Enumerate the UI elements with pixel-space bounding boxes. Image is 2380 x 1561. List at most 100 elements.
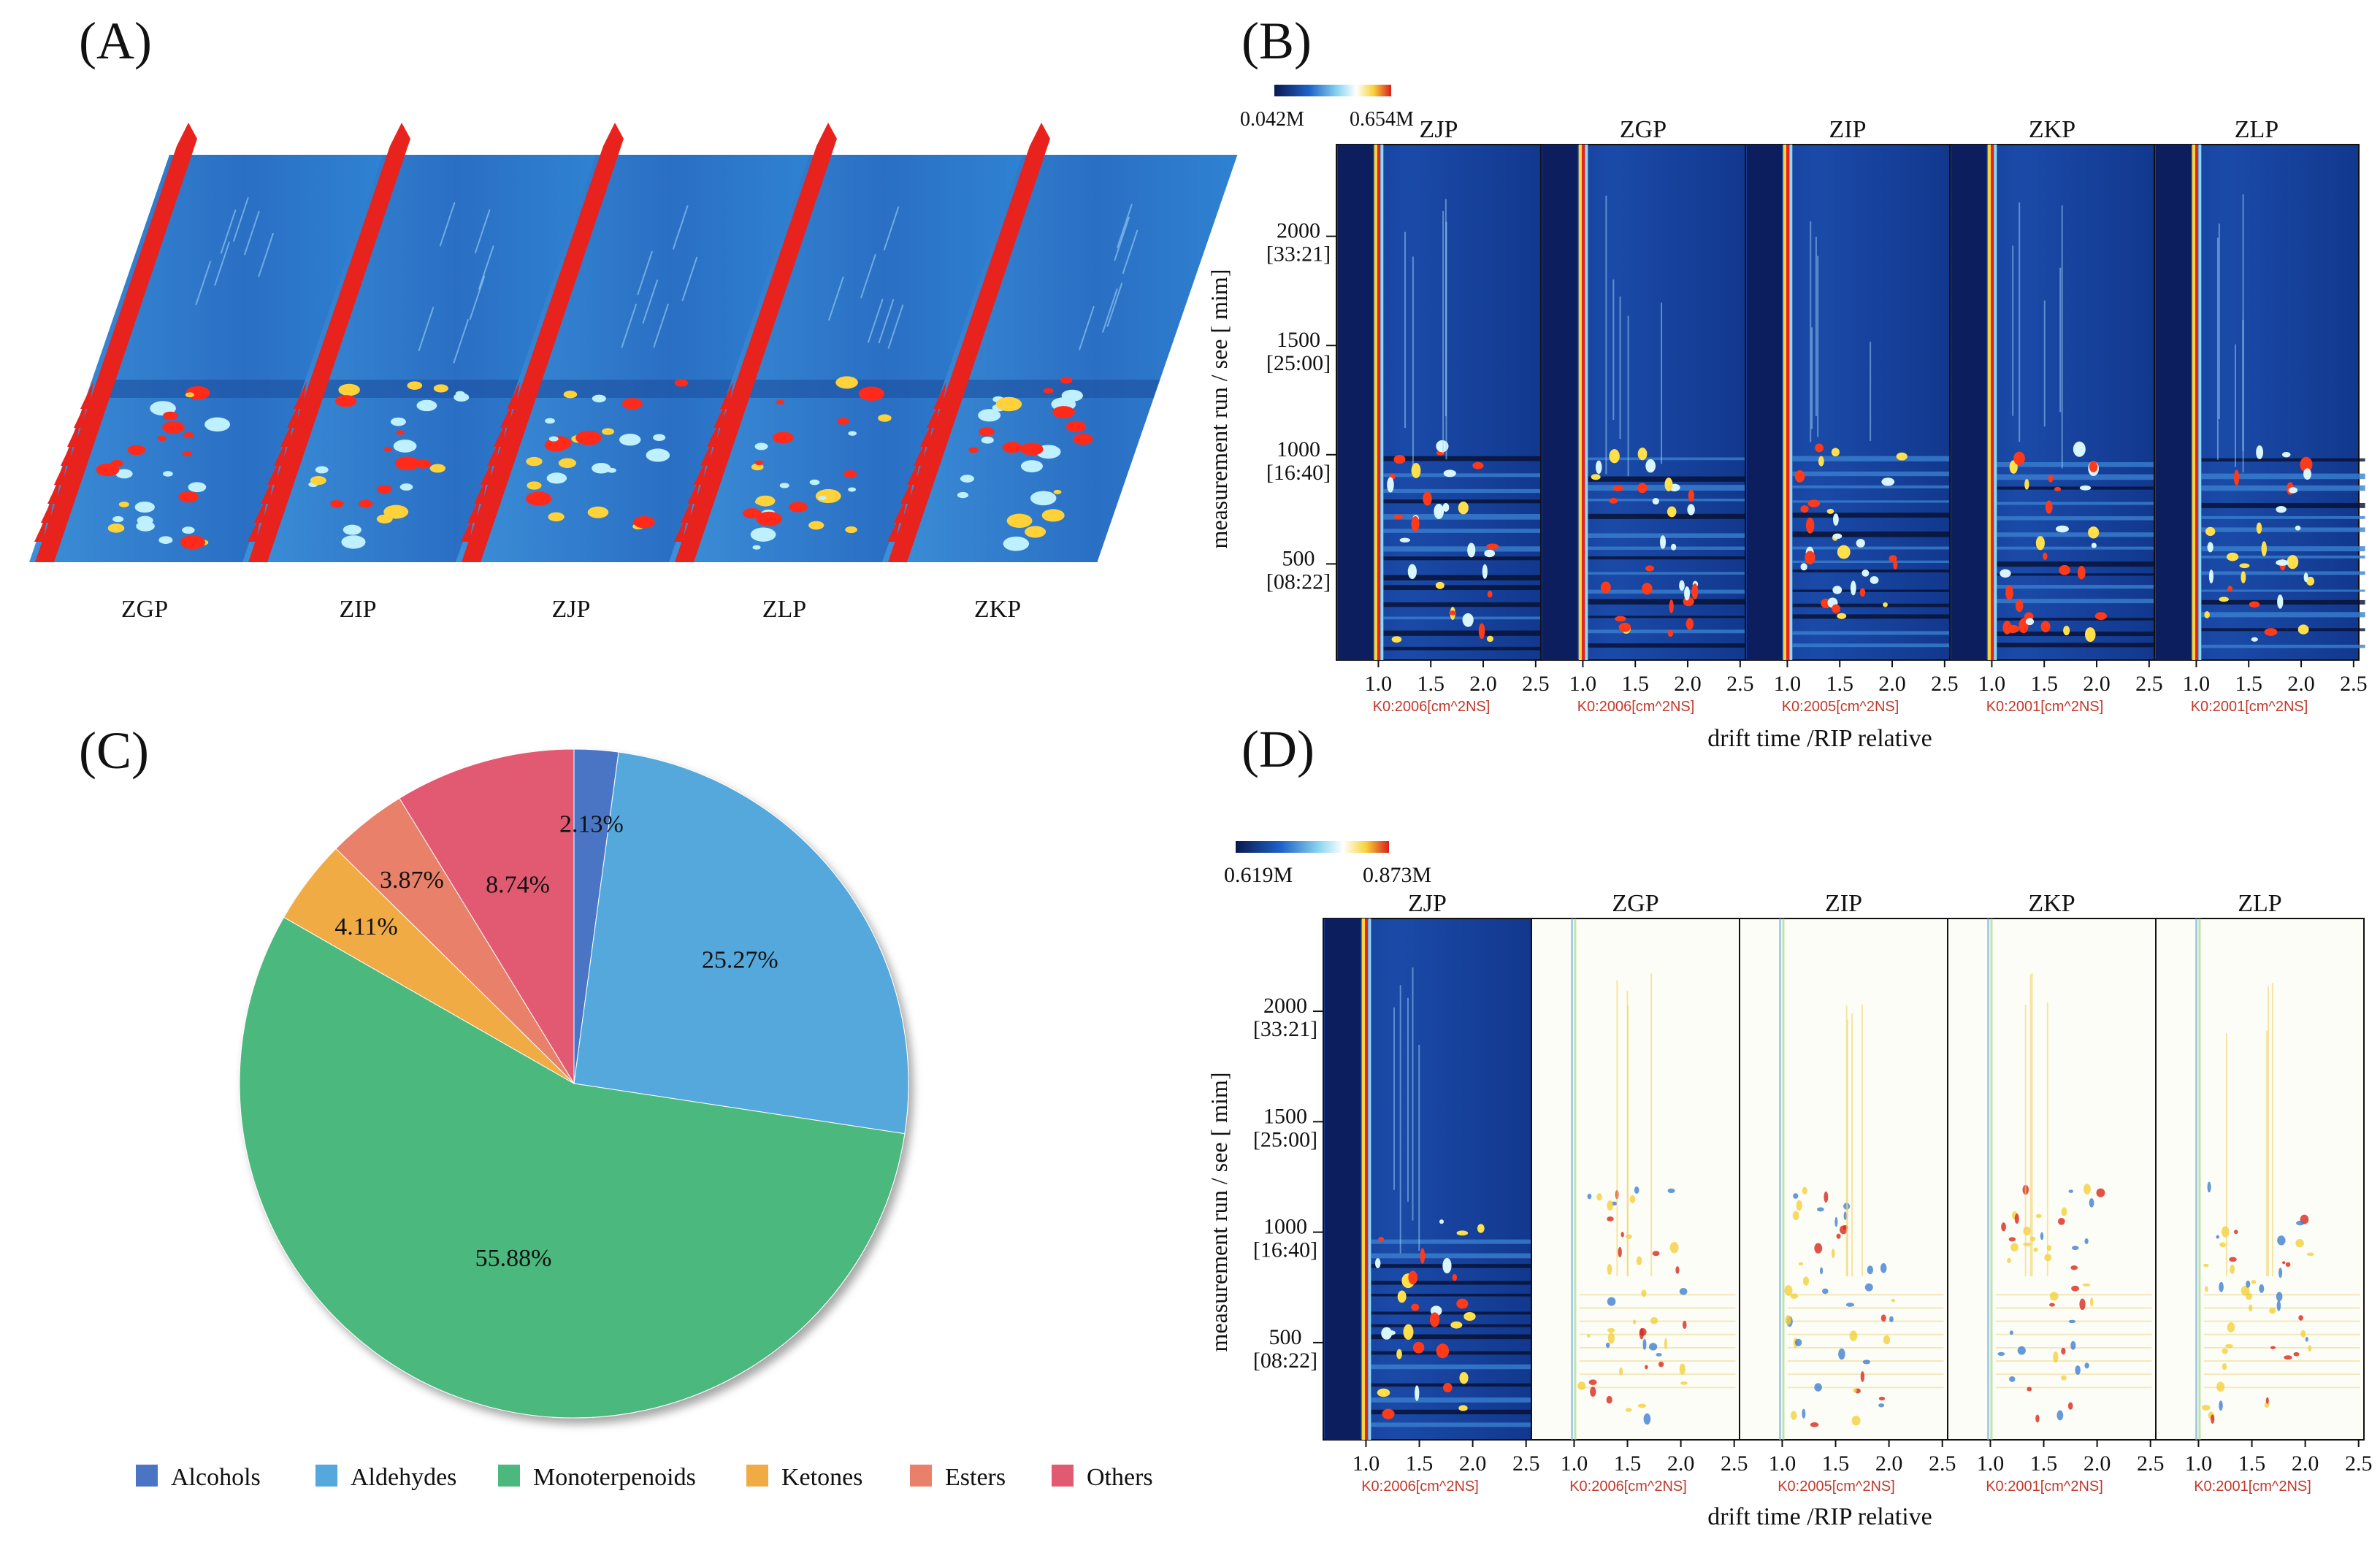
signal-spot: [848, 487, 857, 492]
diff-spot: [2001, 1222, 2006, 1232]
rip-line: [1783, 145, 1788, 660]
heatmap-band: [1997, 532, 2161, 537]
ridge-spike: [80, 381, 93, 409]
pie-value-labels: 2.13% 25.27% 55.88% 4.11% 3.87% 8.74%: [334, 811, 778, 1272]
heatmap-band: [1383, 499, 1547, 504]
signal-spot: [416, 399, 437, 412]
heatmap-band: [1383, 575, 1547, 580]
diff-spot: [2229, 1257, 2237, 1262]
signal-spot: [756, 511, 782, 526]
legend-item-monoterpenoids: Monoterpenoids: [498, 1464, 696, 1491]
diff-spot: [1607, 1332, 1615, 1344]
signal-spot: [410, 459, 424, 466]
signal-spot: [1667, 629, 1674, 637]
signal-spot: [127, 445, 146, 456]
diff-spot: [1590, 1387, 1596, 1397]
panel-a-sample-label: ZGP: [121, 596, 168, 623]
signal-streak: [478, 245, 494, 290]
slab-band: [955, 380, 1163, 398]
heatmap-zjp: ZJP 1.0 1.5 2.0 2.5 K0:2006[cm^2NS]: [1323, 890, 1539, 1495]
k0-label: K0:2006[cm^2NS]: [1577, 699, 1695, 715]
signal-streak: [439, 202, 456, 247]
ridge-spike: [467, 495, 481, 523]
signal-spot: [960, 475, 974, 483]
diff-spot: [1645, 1365, 1648, 1370]
signal-spot: [2239, 563, 2250, 569]
ridge-spike: [34, 514, 47, 542]
signal-spot: [1411, 515, 1420, 532]
signal-spot: [1596, 460, 1602, 475]
heatmap-band: [1383, 529, 1547, 533]
ridge-spike: [500, 400, 513, 428]
ridge-spike: [74, 400, 87, 428]
signal-spot: [1435, 581, 1445, 589]
diff-spot: [1860, 1371, 1865, 1382]
signal-spot: [751, 463, 764, 471]
x-tick-label: 1.0: [1978, 672, 2006, 696]
ridge-spike: [54, 457, 67, 485]
panel-b: (B) 0.042M 0.654M measurement run / see …: [1206, 12, 2368, 752]
diff-spot: [2009, 1376, 2016, 1382]
heatmap-band: [2201, 527, 2365, 532]
signal-spot: [1609, 449, 1620, 464]
legend-swatch: [498, 1465, 520, 1487]
signal-spot: [526, 491, 552, 506]
k0-label: K0:2001[cm^2NS]: [2194, 1478, 2311, 1495]
signal-spot: [779, 483, 789, 488]
x-tick-label: 2.0: [1667, 1451, 1695, 1476]
panel-d: (D) 0.619M 0.873M measurement run / see …: [1206, 720, 2372, 1530]
signal-spot: [162, 411, 178, 421]
signal-spot: [2306, 576, 2315, 586]
diff-spot: [1679, 1287, 1688, 1295]
ridge-spike: [481, 457, 494, 485]
x-tick-label: 1.5: [1406, 1451, 1434, 1476]
signal-spot: [1458, 1405, 1468, 1411]
diff-band: [1995, 1360, 2152, 1362]
signal-spot: [2207, 542, 2213, 553]
heatmap-band: [1997, 474, 2161, 480]
rip-ridge: [675, 123, 837, 562]
signal-spot: [1684, 586, 1691, 601]
pie-label-monoterpenoids: 55.88%: [475, 1245, 552, 1272]
signal-spot: [2045, 500, 2053, 514]
diff-spot: [2071, 1246, 2079, 1251]
diff-spot: [2222, 1362, 2227, 1370]
heatmap-band: [1383, 546, 1547, 552]
diff-spot: [2230, 1265, 2235, 1274]
x-tick-label: 1.0: [1352, 1451, 1380, 1476]
signal-spot: [1002, 442, 1022, 453]
diff-spot: [2084, 1238, 2089, 1245]
signal-streak: [883, 206, 900, 251]
heatmap-band: [1371, 1253, 1538, 1259]
diff-spot: [1814, 1243, 1823, 1254]
signal-spot: [383, 505, 409, 519]
signal-spot: [183, 450, 193, 457]
legend-label: Alcohols: [171, 1464, 261, 1491]
diff-spot: [2219, 1281, 2224, 1292]
diff-spot: [2204, 1286, 2208, 1292]
ridge-spike: [41, 495, 54, 523]
spectrum-slab-zgp: [29, 123, 387, 563]
signal-spot: [776, 399, 784, 404]
signal-spot: [1429, 1312, 1440, 1327]
signal-spot: [1407, 564, 1417, 580]
diff-spot: [2305, 1337, 2308, 1342]
diff-spot: [2070, 1341, 2076, 1350]
signal-spot: [433, 384, 448, 393]
signal-spot: [1800, 505, 1809, 513]
ridge-spike: [248, 514, 261, 542]
rip-line: [1380, 145, 1384, 660]
signal-spot: [1486, 543, 1499, 550]
signal-spot: [1443, 469, 1456, 477]
signal-spot: [2300, 456, 2313, 473]
ridge-spike: [933, 381, 946, 409]
x-tick-label: 2.0: [2084, 1451, 2111, 1476]
x-tick-label: 2.5: [2345, 1451, 2373, 1476]
heatmap-zlp: ZLP 1.0 1.5 2.0 2.5 K0:2001[cm^2NS]: [2154, 116, 2368, 715]
x-tick-label: 2.0: [2292, 1451, 2319, 1476]
signal-spot: [1896, 452, 1908, 461]
y-tick-label: 1500: [1263, 1104, 1307, 1128]
diff-spot: [2246, 1280, 2251, 1288]
panel-d-label: (D): [1241, 720, 1315, 778]
diff-spot: [2007, 1257, 2011, 1263]
